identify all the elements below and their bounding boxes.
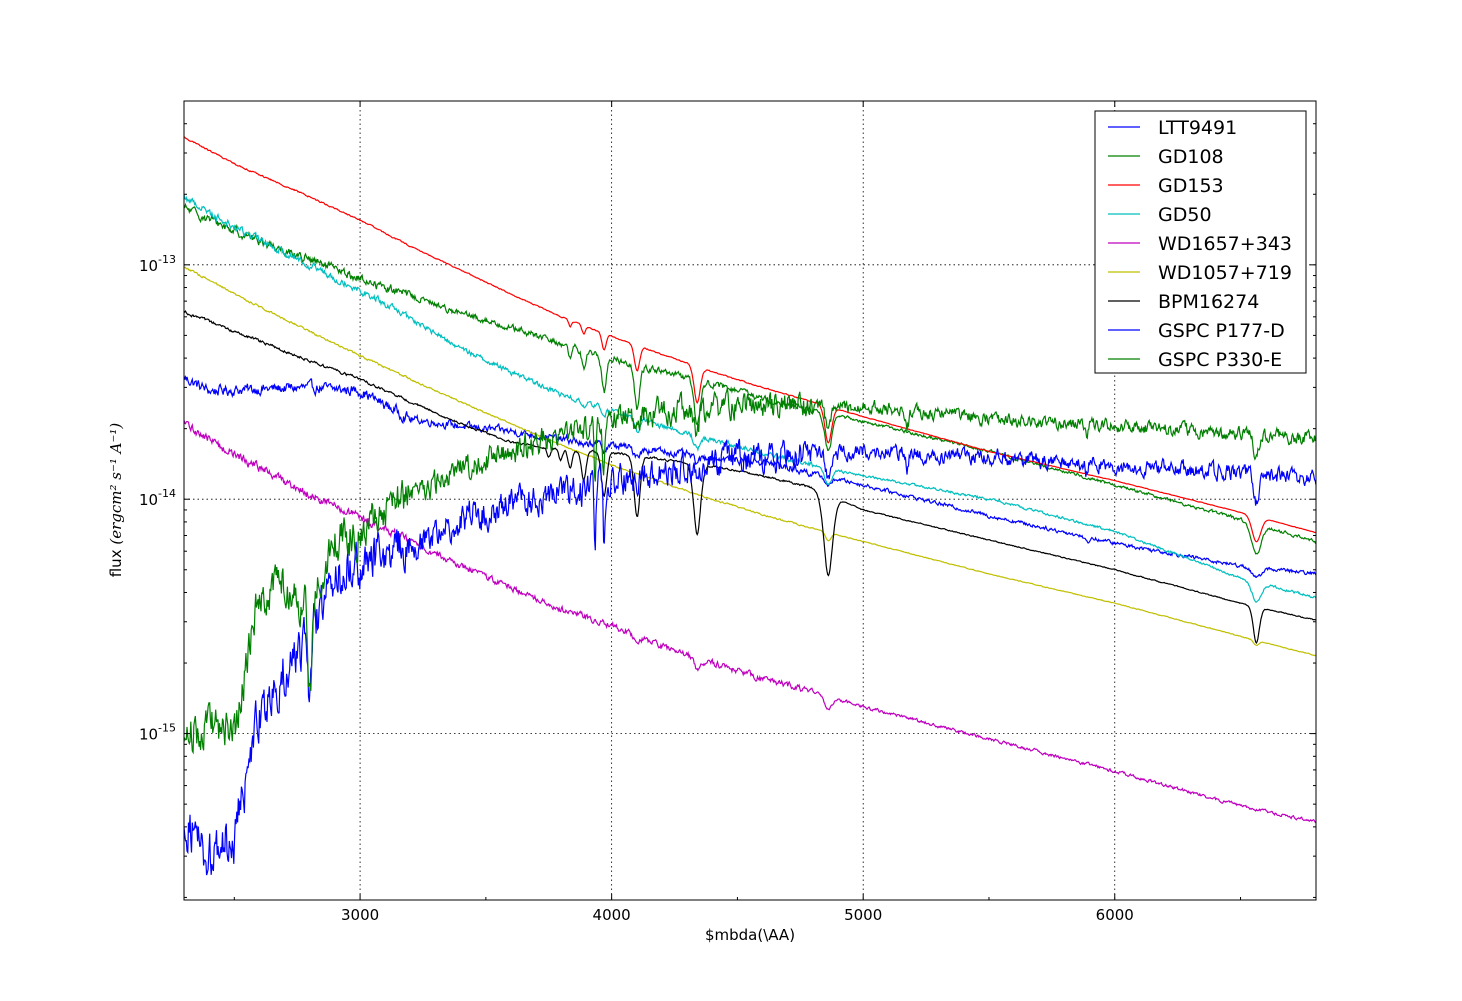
x-tick-label: 6000 [1096,906,1134,924]
y-tick-base: 10 [139,257,158,275]
legend-label: GSPC P177-D [1158,320,1285,342]
y-tick-exp: -15 [158,722,176,735]
legend-label: GD153 [1158,175,1224,197]
legend: LTT9491 GD108 GD153 GD50 WD1657+343 WD1057+71… [1095,111,1306,373]
legend-label: WD1657+343 [1158,233,1292,255]
y-axis-label-name: flux [107,549,125,577]
x-tick-label: 3000 [341,906,379,924]
legend-label: WD1057+719 [1158,262,1292,284]
y-tick-base: 10 [139,491,158,509]
y-axis-label: flux (ergcm² s⁻¹ A⁻¹) [107,423,125,578]
y-tick-exp: -13 [158,253,176,266]
y-axis-label-units: (ergcm² s⁻¹ A⁻¹) [107,423,125,545]
legend-label: BPM16274 [1158,291,1259,313]
x-axis-label: $mbda(\AA) [705,926,795,944]
legend-label: LTT9491 [1158,117,1237,139]
y-tick-base: 10 [139,726,158,744]
legend-label: GSPC P330-E [1158,349,1282,371]
legend-label: GD108 [1158,146,1224,168]
legend-label: GD50 [1158,204,1212,226]
y-tick-exp: -14 [158,487,176,500]
x-tick-label: 4000 [593,906,631,924]
x-tick-label: 5000 [844,906,882,924]
